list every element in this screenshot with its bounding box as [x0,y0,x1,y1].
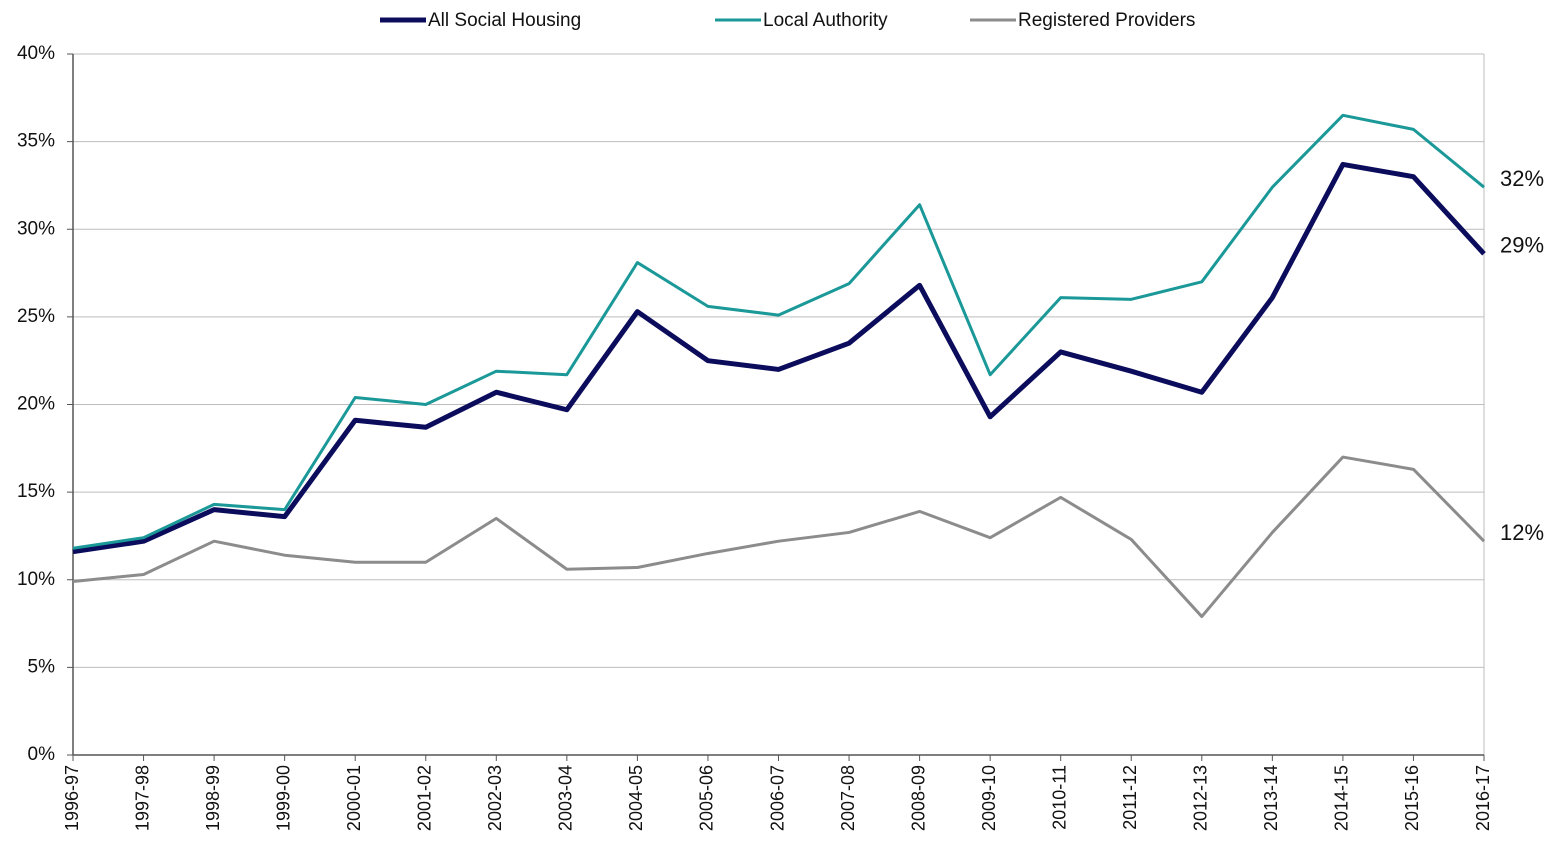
legend-label: Local Authority [763,10,888,31]
legend-label: Registered Providers [1018,10,1195,31]
x-tick-label: 2004-05 [626,765,646,831]
x-tick-label: 2012-13 [1191,765,1211,831]
value-label: 29% [1500,233,1544,258]
series-line [72,161,1486,555]
x-tick-label: 2000-01 [344,765,364,831]
x-tick-label: 2006-07 [767,765,787,831]
y-tick-label: 0% [28,744,56,765]
x-tick-label: 1998-99 [203,765,223,831]
series-line [72,455,1486,619]
x-tick-label: 2010-11 [1049,765,1069,830]
x-tick-label: 2003-04 [556,765,576,831]
x-tick-label: 2008-09 [908,765,928,831]
x-tick-label: 2001-02 [415,765,435,831]
y-tick-label: 30% [17,218,55,239]
x-tick-label: 2014-15 [1332,765,1352,831]
x-tick-label: 2013-14 [1261,765,1281,831]
value-label: 12% [1500,520,1544,545]
value-label: 32% [1500,166,1544,191]
x-tick-label: 1997-98 [132,765,152,831]
x-tick-label: 2007-08 [838,765,858,831]
y-tick-label: 40% [17,43,55,64]
y-tick-label: 20% [17,394,55,415]
x-tick-label: 2009-10 [979,765,999,831]
x-tick-label: 1996-97 [62,765,82,831]
x-tick-label: 2005-06 [697,765,717,831]
x-tick-label: 2011-12 [1120,765,1140,830]
y-tick-label: 35% [17,131,55,152]
x-tick-label: 1999-00 [273,765,293,831]
y-tick-label: 10% [17,569,55,590]
series-line [72,113,1485,550]
legend-label: All Social Housing [428,10,581,31]
y-tick-label: 15% [17,481,55,502]
x-tick-label: 2015-16 [1402,765,1422,831]
x-tick-label: 2002-03 [485,765,505,831]
y-tick-label: 25% [17,306,55,327]
y-tick-label: 5% [28,656,56,677]
x-tick-label: 2016-17 [1473,765,1493,831]
